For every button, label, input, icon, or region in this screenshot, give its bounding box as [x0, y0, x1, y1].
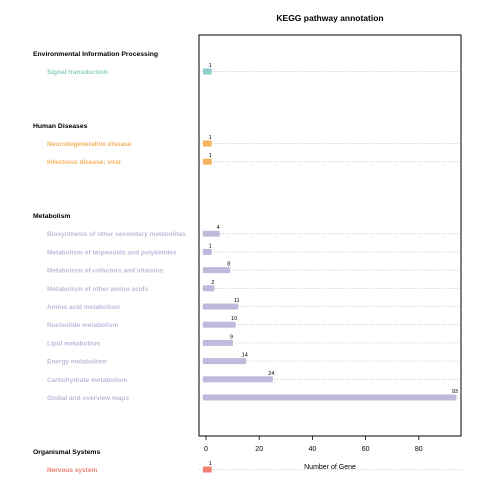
category-label-infectious-disease-viral: Infectious disease: viral	[47, 159, 121, 166]
bar-nucleotide-metabolism	[203, 321, 236, 328]
data-label-metabolism-of-terpenoids-and-polyketides: 1	[209, 243, 212, 249]
data-label-nervous-system: 1	[209, 461, 212, 467]
category-label-energy-metabolism: Energy metabolism	[47, 359, 107, 366]
x-tick-label-40: 40	[309, 446, 317, 453]
data-label-carbohydrate-metabolism: 24	[268, 371, 274, 377]
bar-nervous-system	[203, 466, 212, 473]
bar-biosynthesis-of-other-secondary-metabolites	[203, 230, 220, 237]
category-label-nervous-system: Nervous system	[47, 467, 97, 474]
category-label-metabolism-of-other-amino-acids: Metabolism of other amino acids	[47, 286, 149, 293]
x-tick-label-80: 80	[415, 446, 423, 453]
category-label-lipid-metabolism: Lipid metabolism	[47, 340, 101, 347]
bar-carbohydrate-metabolism	[203, 376, 273, 383]
plot-frame	[198, 34, 462, 437]
category-label-signal-transduction: Signal transduction	[47, 69, 108, 76]
x-axis-label: Number of Gene	[304, 464, 356, 471]
data-label-amino-acid-metabolism: 11	[234, 298, 240, 304]
bar-lipid-metabolism	[203, 339, 233, 346]
data-label-energy-metabolism: 14	[242, 353, 248, 359]
category-label-neurodegenerative-disease: Neurodegenerative disease	[47, 141, 132, 148]
bar-metabolism-of-terpenoids-and-polyketides	[203, 248, 212, 255]
bar-metabolism-of-other-amino-acids	[203, 285, 215, 292]
plot-area: Environmental Information Processing Sign…	[33, 51, 461, 474]
bar-neurodegenerative-disease	[203, 140, 212, 147]
category-label-biosynthesis-of-other-secondary-metabolites: Biosynthesis of other secondary metaboli…	[47, 231, 186, 238]
x-tick-label-60: 60	[362, 446, 370, 453]
x-tick-label-0: 0	[204, 446, 208, 453]
data-label-global-and-overview-maps: 93	[452, 389, 458, 395]
category-label-nucleotide-metabolism: Nucleotide metabolism	[47, 322, 118, 329]
bar-energy-metabolism	[203, 358, 247, 365]
category-label-metabolism-of-cofactors-and-vitamins: Metabolism of cofactors and vitamins	[47, 268, 164, 275]
data-label-neurodegenerative-disease: 1	[209, 135, 212, 141]
bar-global-and-overview-maps	[203, 394, 457, 401]
group-header-organismal-systems: Organismal Systems	[33, 449, 100, 456]
category-label-amino-acid-metabolism: Amino acid metabolism	[47, 304, 120, 311]
category-label-metabolism-of-terpenoids-and-polyketides: Metabolism of terpenoids and polyketides	[47, 249, 177, 256]
group-header-human-diseases: Human Diseases	[33, 123, 88, 130]
bar-signal-transduction	[203, 68, 212, 75]
group-header-metabolism: Metabolism	[33, 213, 70, 220]
data-label-nucleotide-metabolism: 10	[231, 316, 237, 322]
chart-title: KEGG pathway annotation	[276, 13, 383, 23]
bar-metabolism-of-cofactors-and-vitamins	[203, 267, 231, 274]
data-label-infectious-disease-viral: 1	[209, 153, 212, 159]
group-header-environmental-information-processing: Environmental Information Processing	[33, 51, 158, 58]
category-label-global-and-overview-maps: Global and overview maps	[47, 395, 129, 402]
bar-amino-acid-metabolism	[203, 303, 239, 310]
category-label-carbohydrate-metabolism: Carbohydrate metabolism	[47, 377, 127, 384]
data-label-lipid-metabolism: 9	[230, 334, 233, 340]
data-label-biosynthesis-of-other-secondary-metabolites: 4	[217, 225, 220, 231]
data-label-metabolism-of-cofactors-and-vitamins: 8	[227, 262, 230, 268]
data-label-metabolism-of-other-amino-acids: 2	[211, 280, 214, 286]
bar-infectious-disease-viral	[203, 158, 212, 165]
x-tick-label-20: 20	[255, 446, 263, 453]
data-label-signal-transduction: 1	[209, 63, 212, 69]
